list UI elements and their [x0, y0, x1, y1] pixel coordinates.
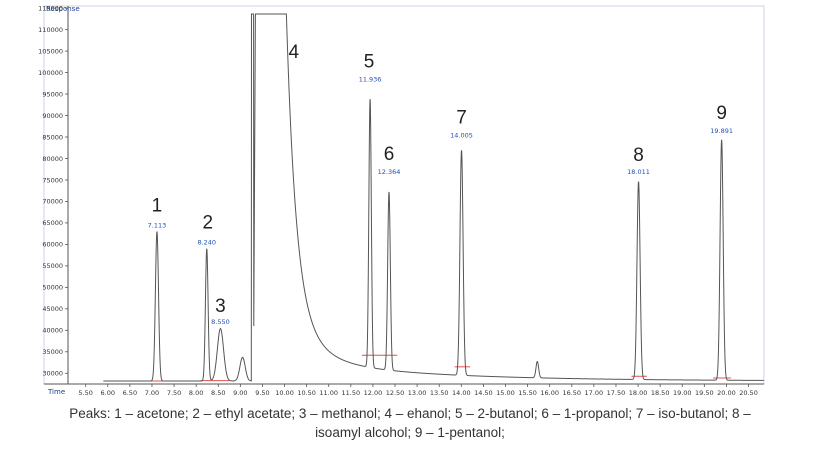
- y-tick-label-0: 30000: [42, 370, 63, 378]
- y-tick-label-9: 75000: [42, 176, 63, 184]
- x-tick-label-14: 12.50: [386, 389, 405, 397]
- peak-number-5: 5: [364, 51, 375, 72]
- x-tick-label-19: 15.00: [496, 389, 515, 397]
- x-tick-label-29: 20.00: [717, 389, 736, 397]
- x-tick-label-24: 17.50: [607, 389, 626, 397]
- x-tick-label-18: 14.50: [474, 389, 493, 397]
- y-tick-label-4: 50000: [42, 284, 63, 292]
- y-tick-label-14: 100000: [38, 69, 63, 77]
- peak-number-4: 4: [289, 42, 300, 63]
- y-tick-label-12: 90000: [42, 112, 63, 120]
- retention-time-label-3: 8.550: [211, 318, 230, 326]
- y-axis-label: Response: [46, 5, 80, 13]
- x-axis-label: Time: [47, 388, 65, 396]
- x-tick-label-25: 18.00: [629, 389, 648, 397]
- x-tick-label-5: 8.00: [189, 389, 203, 397]
- peak-number-8: 8: [633, 145, 644, 166]
- peak-number-6: 6: [384, 144, 395, 165]
- y-tick-label-10: 80000: [42, 155, 63, 163]
- x-tick-label-16: 13.50: [430, 389, 449, 397]
- retention-time-label-7: 14.005: [450, 131, 473, 139]
- x-tick-label-17: 14.00: [452, 389, 471, 397]
- x-tick-label-12: 11.50: [342, 389, 361, 397]
- x-tick-label-21: 16.00: [540, 389, 559, 397]
- x-tick-label-9: 10.00: [275, 389, 294, 397]
- y-tick-label-3: 45000: [42, 305, 63, 313]
- y-tick-label-8: 70000: [42, 198, 63, 206]
- x-tick-label-7: 9.00: [233, 389, 247, 397]
- x-tick-label-1: 6.00: [101, 389, 115, 397]
- x-tick-label-3: 7.00: [145, 389, 159, 397]
- y-tick-label-11: 85000: [42, 133, 63, 141]
- x-tick-label-22: 16.50: [562, 389, 581, 397]
- peak-number-3: 3: [215, 296, 226, 317]
- x-tick-label-23: 17.00: [585, 389, 604, 397]
- x-tick-label-2: 6.50: [123, 389, 137, 397]
- retention-time-label-6: 12.364: [378, 168, 401, 176]
- x-tick-label-20: 15.50: [518, 389, 537, 397]
- x-tick-label-27: 19.00: [673, 389, 692, 397]
- y-tick-label-2: 40000: [42, 327, 63, 335]
- peak-number-2: 2: [202, 213, 213, 234]
- caption-line-1: Peaks: 1 – acetone; 2 – ethyl acetate; 3…: [69, 406, 751, 421]
- peak-number-9: 9: [716, 103, 727, 124]
- retention-time-label-8: 18.011: [627, 168, 650, 176]
- x-tick-label-15: 13.00: [408, 389, 427, 397]
- figure-caption: Peaks: 1 – acetone; 2 – ethyl acetate; 3…: [0, 404, 820, 442]
- x-tick-label-8: 9.50: [255, 389, 269, 397]
- x-tick-label-10: 10.50: [297, 389, 316, 397]
- y-tick-label-16: 110000: [38, 26, 63, 34]
- x-tick-label-0: 5.50: [78, 389, 92, 397]
- retention-time-label-9: 19.891: [710, 127, 733, 135]
- retention-time-label-1: 7.113: [148, 222, 167, 230]
- chromatogram-chart: Response Time 5.50 6.00 6.50 7.00 7.50 8.00 8.…: [38, 4, 765, 397]
- y-tick-label-17: 115000: [38, 4, 63, 12]
- caption-line-2: isoamyl alcohol; 9 – 1-pentanol;: [315, 425, 505, 440]
- y-tick-label-13: 95000: [42, 90, 63, 98]
- x-tick-label-6: 8.50: [211, 389, 225, 397]
- x-tick-label-28: 19.50: [695, 389, 714, 397]
- x-tick-label-4: 7.50: [167, 389, 181, 397]
- chromatogram-trace: [103, 13, 764, 382]
- y-tick-label-15: 105000: [38, 47, 63, 55]
- x-tick-label-30: 20.50: [739, 389, 758, 397]
- peak-number-1: 1: [152, 196, 163, 217]
- retention-time-label-2: 8.240: [197, 239, 216, 247]
- y-tick-label-6: 60000: [42, 241, 63, 249]
- y-tick-label-1: 35000: [42, 348, 63, 356]
- y-tick-label-5: 55000: [42, 262, 63, 270]
- x-tick-label-13: 12.00: [364, 389, 383, 397]
- x-tick-label-26: 18.50: [651, 389, 670, 397]
- retention-time-label-5: 11.936: [359, 75, 382, 83]
- peak-number-7: 7: [456, 107, 467, 128]
- y-tick-label-7: 65000: [42, 219, 63, 227]
- x-tick-label-11: 11.00: [319, 389, 338, 397]
